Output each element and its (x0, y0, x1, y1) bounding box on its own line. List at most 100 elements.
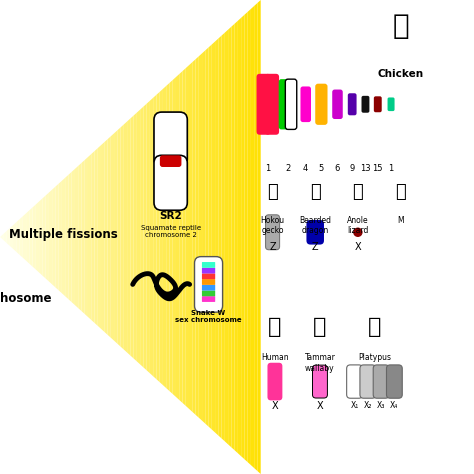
FancyBboxPatch shape (386, 365, 402, 398)
Text: Tammar
wallaby: Tammar wallaby (304, 353, 336, 373)
Text: Hokou
gecko: Hokou gecko (261, 216, 284, 235)
Polygon shape (215, 38, 219, 436)
FancyBboxPatch shape (312, 365, 328, 398)
Polygon shape (127, 118, 130, 356)
Polygon shape (0, 234, 3, 240)
Polygon shape (160, 89, 163, 385)
Text: 5: 5 (319, 164, 324, 173)
Polygon shape (225, 30, 228, 445)
Polygon shape (85, 157, 88, 317)
Polygon shape (26, 210, 29, 264)
FancyBboxPatch shape (202, 262, 215, 268)
FancyBboxPatch shape (202, 273, 215, 279)
Polygon shape (251, 6, 254, 468)
Text: Snake W
sex chromosome: Snake W sex chromosome (175, 310, 242, 323)
Text: 🦎: 🦎 (395, 183, 406, 201)
Polygon shape (170, 80, 173, 394)
Polygon shape (209, 45, 212, 429)
Polygon shape (23, 213, 26, 261)
Text: Anole
lizard: Anole lizard (347, 216, 369, 235)
Polygon shape (82, 160, 85, 314)
Text: SR2: SR2 (159, 211, 182, 221)
Polygon shape (39, 199, 42, 275)
Polygon shape (72, 169, 75, 305)
FancyBboxPatch shape (154, 112, 187, 167)
Polygon shape (150, 98, 153, 376)
Polygon shape (75, 166, 78, 308)
Polygon shape (137, 109, 140, 365)
Polygon shape (7, 228, 10, 246)
Polygon shape (254, 3, 257, 471)
Polygon shape (186, 65, 189, 409)
Polygon shape (108, 137, 111, 338)
Ellipse shape (353, 228, 363, 237)
Text: X: X (317, 401, 323, 410)
Text: Multiple fissions: Multiple fissions (9, 228, 118, 241)
Text: Z: Z (269, 242, 276, 252)
Polygon shape (114, 130, 118, 344)
Polygon shape (235, 21, 238, 453)
Text: X: X (272, 401, 278, 410)
Text: Human: Human (261, 353, 289, 362)
Polygon shape (104, 139, 108, 335)
Polygon shape (219, 36, 221, 438)
FancyBboxPatch shape (373, 365, 389, 398)
Polygon shape (68, 172, 72, 302)
Polygon shape (245, 12, 247, 462)
Polygon shape (163, 86, 166, 388)
Polygon shape (62, 178, 65, 296)
Polygon shape (78, 163, 82, 311)
FancyBboxPatch shape (348, 93, 356, 115)
Polygon shape (199, 54, 202, 421)
Polygon shape (192, 59, 195, 415)
Polygon shape (182, 68, 186, 406)
Text: 🦘: 🦘 (313, 317, 327, 337)
Polygon shape (91, 151, 94, 323)
Polygon shape (134, 113, 137, 361)
FancyBboxPatch shape (267, 363, 283, 401)
Text: X: X (355, 242, 361, 252)
FancyBboxPatch shape (285, 79, 297, 129)
Polygon shape (247, 9, 251, 465)
FancyBboxPatch shape (301, 86, 311, 122)
Text: hosome: hosome (0, 292, 52, 305)
Text: 🐓: 🐓 (392, 12, 409, 40)
Polygon shape (101, 142, 104, 332)
FancyBboxPatch shape (388, 98, 394, 111)
FancyBboxPatch shape (202, 296, 215, 302)
Text: 🦎: 🦎 (353, 183, 363, 201)
Text: Bearded
dragon: Bearded dragon (299, 216, 331, 235)
Text: 🧍: 🧍 (268, 317, 282, 337)
FancyBboxPatch shape (202, 268, 215, 273)
Polygon shape (176, 74, 179, 400)
Polygon shape (221, 33, 225, 441)
Text: 13: 13 (360, 164, 371, 173)
Polygon shape (212, 42, 215, 432)
Polygon shape (3, 231, 7, 243)
Text: 15: 15 (373, 164, 383, 173)
Polygon shape (153, 95, 156, 379)
Polygon shape (52, 187, 55, 287)
Polygon shape (238, 18, 241, 456)
Text: Platypus: Platypus (358, 353, 391, 362)
Text: 1: 1 (265, 164, 271, 173)
Text: Z: Z (312, 242, 319, 252)
Polygon shape (202, 50, 205, 424)
FancyBboxPatch shape (154, 155, 187, 210)
Polygon shape (205, 47, 209, 427)
Polygon shape (166, 83, 169, 391)
Polygon shape (10, 225, 13, 249)
Polygon shape (19, 216, 23, 258)
FancyBboxPatch shape (202, 285, 215, 291)
Polygon shape (146, 101, 150, 374)
Polygon shape (228, 27, 231, 447)
FancyBboxPatch shape (194, 256, 223, 312)
Polygon shape (130, 116, 134, 358)
FancyBboxPatch shape (374, 96, 382, 112)
Polygon shape (179, 71, 182, 403)
Polygon shape (46, 192, 49, 282)
Polygon shape (120, 124, 124, 350)
FancyBboxPatch shape (202, 291, 215, 296)
Polygon shape (257, 0, 261, 474)
Polygon shape (49, 190, 52, 284)
